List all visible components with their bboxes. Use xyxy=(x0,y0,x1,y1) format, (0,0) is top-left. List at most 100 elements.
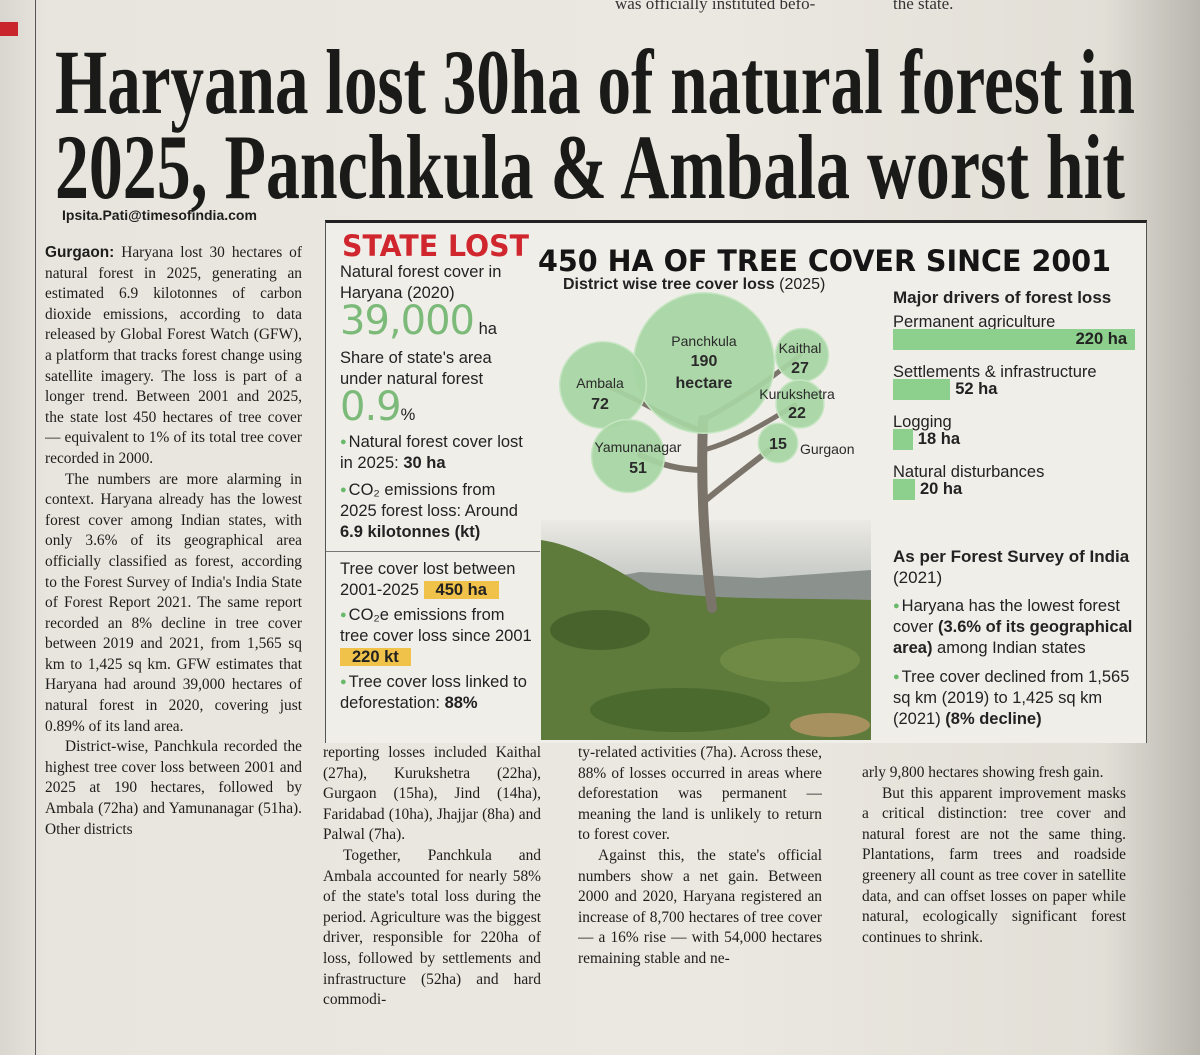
photo-shrub xyxy=(550,610,650,650)
bullet-text: among Indian states xyxy=(937,639,1086,657)
text-column: ty-related activities (7ha). Across thes… xyxy=(578,743,822,1033)
bullet-text: CO₂e emissions from tree cover loss sinc… xyxy=(340,606,532,645)
bullet-text: Haryana has the lowest forest cover xyxy=(893,597,1120,636)
paragraph: The numbers are more alarming in context… xyxy=(45,470,302,738)
dateline: Gurgaon: xyxy=(45,244,115,261)
fragment: the state. xyxy=(893,0,954,13)
fragment: was officially instituted befo- xyxy=(615,0,816,13)
district-name: Panchkula xyxy=(671,333,737,349)
photo-ground xyxy=(541,540,871,740)
district-bubble xyxy=(757,422,799,464)
district-name: Gurgaon xyxy=(800,441,854,457)
bullet-value: 6.9 kilotonnes (kt) xyxy=(340,523,481,541)
drivers-list: Permanent agriculture 220 ha Settlements &… xyxy=(893,312,1141,512)
district-title-year: (2025) xyxy=(779,276,825,293)
text-column: reporting losses included Kaithal (27ha)… xyxy=(323,743,541,1008)
paragraph-text: Haryana lost 30 hectares of natural fore… xyxy=(45,244,302,467)
district-value: 27 xyxy=(791,360,809,377)
drivers-title: Major drivers of forest loss xyxy=(893,288,1112,307)
driver-bar xyxy=(893,329,1135,350)
driver-bar xyxy=(893,479,915,500)
infographic-title-red: STATE LOST xyxy=(342,229,529,263)
headline: Haryana lost 30ha of natural forest in 2… xyxy=(55,31,1135,218)
fsi-title-main: As per Forest Survey of India xyxy=(893,547,1130,566)
paragraph-text: The numbers are more alarming in context… xyxy=(45,470,302,735)
share-unit: % xyxy=(400,406,416,424)
paragraph-text: arly 9,800 hectares showing fresh gain. xyxy=(862,764,1104,781)
district-title: District wise tree cover loss (2025) xyxy=(563,276,825,293)
share-label: Share of state's area under natural fore… xyxy=(340,349,492,388)
column-rule xyxy=(35,0,36,1055)
bullet: Tree cover loss linked to deforestation:… xyxy=(340,672,536,714)
paragraph: arly 9,800 hectares showing fresh gain. xyxy=(862,763,1126,784)
share-value: 0.9 xyxy=(340,384,402,430)
paragraph-text: Together, Panchkula and Ambala accounted… xyxy=(323,846,541,1008)
tree-lost-text: Tree cover lost between 2001-2025 xyxy=(340,560,516,599)
district-value: 22 xyxy=(788,405,806,422)
bullet-text: Tree cover loss linked to deforestation: xyxy=(340,673,527,712)
bullet-text: CO₂ emissions from 2025 forest loss: Aro… xyxy=(340,481,518,520)
infographic-title: 450 HA OF TREE COVER SINCE 2001 xyxy=(538,244,1111,278)
district-name: Ambala xyxy=(576,375,624,391)
driver-row: Settlements & infrastructure 52 ha xyxy=(893,362,1141,412)
text-column: arly 9,800 hectares showing fresh gain. B… xyxy=(862,763,1126,1033)
forest-value: 39,000 xyxy=(340,298,475,344)
paragraph: Gurgaon: Haryana lost 30 hectares of nat… xyxy=(45,243,302,470)
bullet-text: Tree cover declined from 1,565 sq km (20… xyxy=(893,668,1130,728)
paragraph: ty-related activities (7ha). Across thes… xyxy=(578,743,822,846)
district-value: 15 xyxy=(769,436,787,453)
district-value: 72 xyxy=(591,396,609,413)
paragraph-text: District-wise, Panchkula recorded the hi… xyxy=(45,738,302,838)
forest-unit: ha xyxy=(478,320,497,338)
paragraph-text: Against this, the state's official numbe… xyxy=(578,846,822,967)
driver-value-label: 220 ha xyxy=(1075,330,1127,348)
tree-lost: Tree cover lost between 2001-2025 450 ha xyxy=(340,559,536,601)
district-unit: hectare xyxy=(676,375,733,392)
district-name: Kaithal xyxy=(779,340,822,356)
bullet-text: Natural forest cover lost in 2025: xyxy=(340,433,523,472)
driver-label: Permanent agriculture xyxy=(893,313,1056,331)
tree-lost-value: 450 ha xyxy=(423,581,499,599)
text-column: Gurgaon: Haryana lost 30 hectares of nat… xyxy=(45,243,302,1008)
driver-label: Settlements & infrastructure xyxy=(893,363,1097,381)
headline-line: Haryana lost 30ha of natural forest in xyxy=(55,31,1135,133)
driver-row: Permanent agriculture 220 ha xyxy=(893,312,1141,362)
photo-shrub xyxy=(720,638,860,682)
driver-bar xyxy=(893,379,951,400)
red-marker xyxy=(0,22,18,36)
paragraph: District-wise, Panchkula recorded the hi… xyxy=(45,737,302,840)
paragraph: Against this, the state's official numbe… xyxy=(578,846,822,970)
driver-bar xyxy=(893,429,913,450)
bullet-bold: (8% decline) xyxy=(945,710,1042,728)
photo-shrub xyxy=(590,688,770,732)
district-name: Yamunanagar xyxy=(595,439,682,455)
paragraph: But this apparent improvement masks a cr… xyxy=(862,784,1126,949)
headline-line: 2025, Panchkula & Ambala worst hit xyxy=(55,116,1125,218)
bullet-bold: (3.6% of its geographical area) xyxy=(893,618,1133,657)
paragraph: reporting losses included Kaithal (27ha)… xyxy=(323,743,541,846)
paragraph-text: ty-related activities (7ha). Across thes… xyxy=(578,744,822,844)
bullet: CO₂ emissions from 2025 forest loss: Aro… xyxy=(340,480,536,543)
bullet: CO₂e emissions from tree cover loss sinc… xyxy=(340,605,536,668)
district-bubble xyxy=(775,379,825,429)
byline: Ipsita.Pati@timesofindia.com xyxy=(62,207,257,223)
district-bubble xyxy=(558,340,648,430)
bullet-value: 88% xyxy=(444,694,478,712)
bullet: Haryana has the lowest forest cover (3.6… xyxy=(893,596,1141,659)
driver-value-label: 18 ha xyxy=(917,430,960,448)
bullet: Tree cover declined from 1,565 sq km (20… xyxy=(893,667,1141,730)
district-bubble xyxy=(590,418,666,494)
district-name: Kurukshetra xyxy=(759,386,835,402)
right-panel: Major drivers of forest loss Permanent a… xyxy=(893,287,1141,730)
bullet-value: 30 ha xyxy=(403,454,446,472)
forest-label: Natural forest cover in Haryana (2020) xyxy=(340,263,502,302)
driver-row: Natural disturbances 20 ha xyxy=(893,462,1141,512)
driver-row: Logging 18 ha xyxy=(893,412,1141,462)
driver-label: Logging xyxy=(893,413,952,431)
district-title-main: District wise tree cover loss xyxy=(563,276,775,293)
driver-label: Natural disturbances xyxy=(893,463,1045,481)
driver-value-label: 52 ha xyxy=(955,380,998,398)
fsi-title: As per Forest Survey of India (2021) xyxy=(893,546,1141,588)
